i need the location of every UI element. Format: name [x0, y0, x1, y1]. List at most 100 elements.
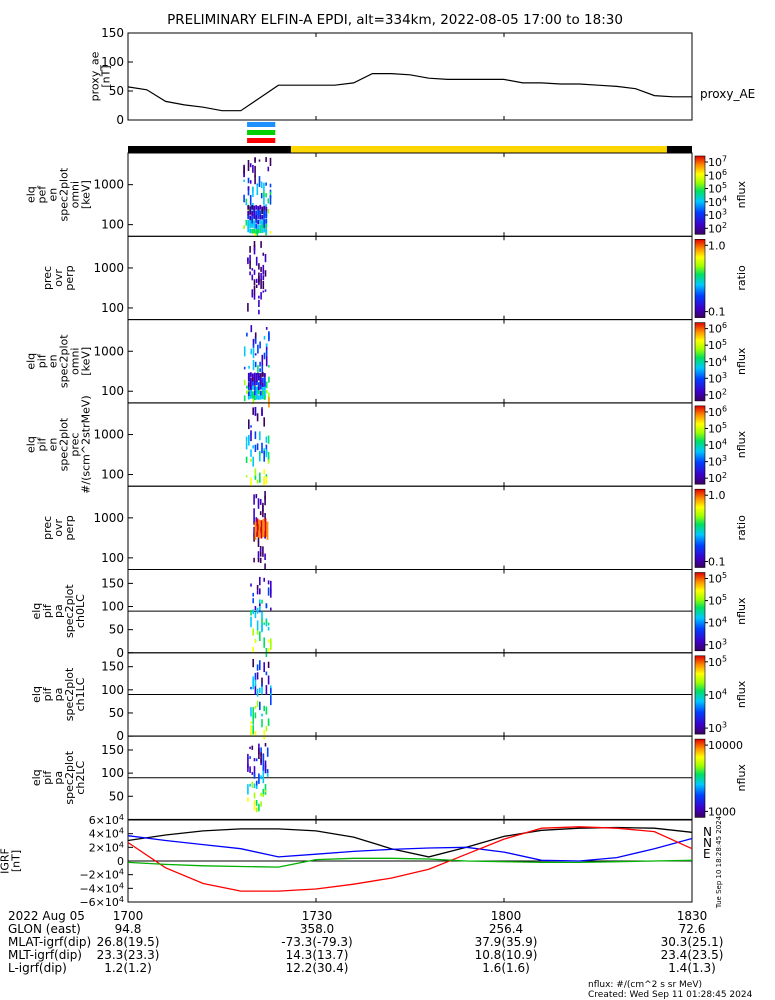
spectrogram-pixel: [252, 344, 255, 348]
spectrogram-pixel: [265, 381, 268, 389]
spectrogram-pixel: [267, 451, 270, 462]
spectrogram-pixel: [258, 803, 260, 812]
spectrogram-pixel: [257, 524, 260, 531]
spectrogram-pixel: [249, 756, 251, 759]
spectrogram-pixel: [250, 477, 252, 487]
spectrogram-pixel: [259, 588, 261, 595]
spectrogram-pixel: [247, 160, 250, 171]
spectrogram-pixel: [265, 343, 268, 354]
panel-frame: [127, 402, 693, 487]
spectrogram-pixel: [260, 279, 262, 289]
spectrogram-pixel: [264, 513, 266, 522]
row-value: 12.2(30.4): [286, 961, 349, 975]
spectrogram-pixel: [258, 263, 260, 270]
spectrogram-pixel: [257, 385, 260, 390]
spectrogram-pixel: [256, 628, 259, 635]
spectrogram-pixel: [255, 229, 258, 234]
spectrogram-pixel: [250, 458, 252, 462]
spectrogram-pixel: [267, 587, 270, 596]
spectrogram-pixel: [247, 758, 249, 769]
spectrogram-pixel: [253, 773, 256, 779]
spectrogram-pixel: [247, 303, 249, 312]
spectrogram-pixel: [253, 518, 255, 523]
spectrogram-pixel: [256, 672, 259, 680]
y-tick-label: 0: [116, 113, 124, 127]
colorbar-label: ratio: [735, 515, 748, 541]
spectrogram-pixel: [247, 227, 250, 233]
spectrogram-pixel: [253, 766, 256, 777]
spectrogram-pixel: [251, 289, 254, 298]
spectrogram-pixel: [266, 769, 269, 773]
row-value: 26.8(19.5): [97, 935, 160, 949]
spectrogram-pixel: [252, 707, 254, 718]
colorbar-tick-label: 105: [708, 421, 727, 435]
row-label: MLT-igrf(dip): [8, 948, 82, 962]
panel-ylabel-line: ch0LC: [74, 594, 87, 628]
row-value: 1.2(1.2): [104, 961, 152, 975]
spectrogram-pixel: [265, 219, 268, 224]
row-label: MLAT-igrf(dip): [8, 935, 91, 949]
spectrogram-pixel: [257, 224, 260, 230]
spectrogram-pixel: [254, 712, 257, 719]
spectrogram-pixel: [254, 407, 257, 416]
colorbar-tick-label: 102: [708, 388, 727, 402]
row-value: 94.8: [115, 922, 142, 936]
time-tick-label: 1700: [113, 909, 144, 923]
spectrogram-pixel: [250, 616, 252, 628]
panel-ylabel-line: perp: [63, 515, 76, 540]
spectrogram-pixel: [259, 687, 261, 693]
spectrogram-pixel: [254, 731, 257, 737]
spectrogram-pixel: [263, 637, 265, 648]
spectrogram-pixel: [255, 205, 258, 210]
spectrogram-pixel: [259, 228, 262, 233]
spectrogram-pixel: [265, 223, 268, 229]
spectrogram-pixel: [256, 184, 259, 196]
spectrogram-pixel: [251, 394, 254, 399]
spectrogram-pixel: [269, 183, 272, 188]
spectrogram-pixel: [250, 686, 252, 690]
spectrogram-pixel: [245, 442, 248, 450]
spectrogram-pixel: [256, 700, 259, 708]
spectrogram-pixel: [265, 327, 268, 330]
spectrogram-pixel: [264, 254, 267, 263]
y-tick-label: 6×104: [89, 813, 124, 827]
spectrogram-pixel: [260, 775, 262, 780]
y-tick-label: 100: [101, 600, 124, 614]
spectrogram-pixel: [252, 676, 254, 688]
panel-frame: [127, 152, 693, 237]
spectrogram-pixel: [252, 609, 254, 615]
spectrogram-pixel: [255, 780, 258, 786]
colorbar-tick-label: 103: [708, 454, 727, 468]
spectrogram-pixel: [251, 223, 254, 228]
spectrogram-pixel: [270, 688, 272, 694]
spectrogram-pixel: [253, 228, 256, 234]
panel-ylabel-line: elq: [25, 436, 38, 453]
spectrogram-pixel: [255, 215, 258, 220]
spectrogram-pixel: [261, 220, 264, 225]
spectrogram-pixel: [260, 241, 262, 248]
spectrogram-pixel: [243, 395, 246, 402]
colorbar-tick-label: 0.1: [708, 556, 726, 569]
spectrogram-pixel: [250, 449, 252, 457]
y-tick-label: 100: [101, 55, 124, 69]
spectrogram-pixel: [249, 372, 252, 377]
spectrogram-pixel: [249, 215, 252, 221]
spectrogram-pixel: [270, 580, 272, 591]
spectrogram-pixel: [252, 628, 254, 636]
spectrogram-pixel: [253, 557, 255, 563]
spectrogram-pixel: [265, 355, 268, 367]
science-zone-bar: [247, 130, 276, 135]
panel-ylabel-line: ovr: [52, 269, 65, 287]
spectrogram-pixel: [259, 451, 261, 462]
spectrogram-pixel: [243, 379, 246, 386]
spectrogram-pixel: [266, 747, 269, 757]
spectrogram-pixel: [268, 376, 270, 383]
spectrogram-pixel: [263, 191, 265, 197]
spectrogram-pixel: [259, 472, 261, 483]
y-tick-label: 100: [101, 468, 124, 482]
spectrogram-pixel: [263, 373, 266, 378]
spectrogram-pixel: [252, 646, 254, 654]
panel-ylabel-line: spec2plot: [58, 417, 71, 471]
